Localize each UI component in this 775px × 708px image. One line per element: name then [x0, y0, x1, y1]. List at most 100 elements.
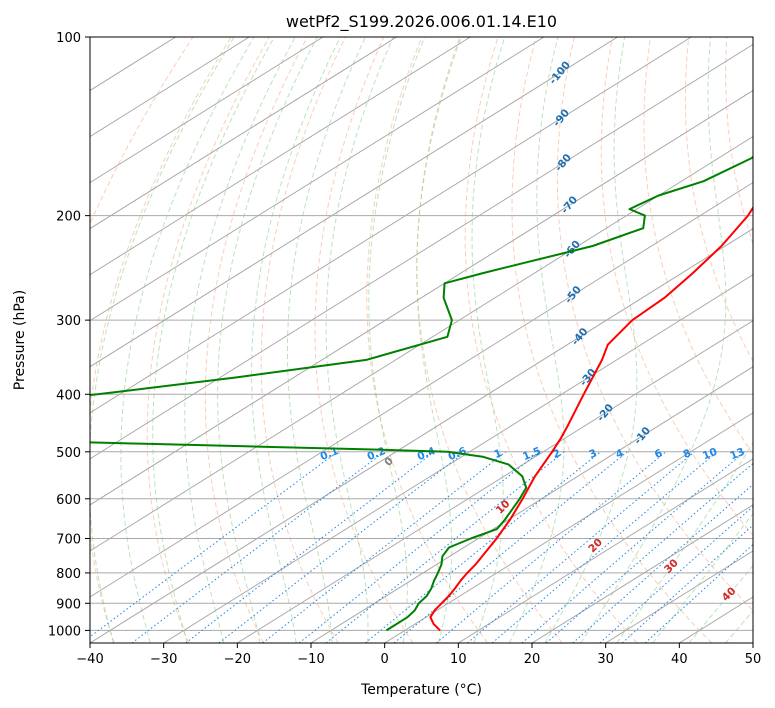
x-tick-label: −10	[297, 652, 324, 667]
moist-adiabats	[90, 37, 775, 643]
isotherm-line	[90, 43, 753, 460]
dry-adiabat-line	[90, 37, 194, 226]
x-axis-label: Temperature (°C)	[360, 682, 482, 698]
isotherms	[90, 37, 753, 643]
profile-series	[90, 155, 753, 632]
x-tick-label: 10	[450, 652, 467, 667]
moist-adiabat-label: 40	[720, 585, 739, 604]
y-tick-label: 1000	[48, 624, 81, 639]
isotherm-label: -20	[595, 402, 616, 424]
isotherm-line	[90, 228, 753, 643]
x-tick-label: 20	[524, 652, 541, 667]
dry-adiabat-line	[204, 37, 308, 643]
mixing-ratio-line	[131, 451, 385, 643]
isotherm-line	[384, 412, 753, 643]
moist-adiabat-line	[762, 37, 775, 643]
mixing-ratio-line	[622, 524, 753, 643]
mixing-ratio-line	[491, 451, 718, 643]
x-axis-ticks: −40 −30 −20 −10 0 10 20 30 40 50	[76, 643, 761, 667]
y-tick-label: 700	[56, 533, 81, 548]
isotherm-label: -90	[551, 107, 572, 129]
isotherm-line	[90, 37, 692, 414]
mixing-ratio-line	[262, 451, 507, 643]
isotherm-label: -40	[569, 326, 590, 348]
isotherm-line	[90, 37, 324, 184]
y-tick-label: 900	[56, 597, 81, 612]
dry-adiabat-line	[146, 37, 270, 643]
mixing-ratio-line	[545, 462, 753, 643]
dry-adiabat-line	[90, 37, 232, 643]
dry-adiabat-line	[416, 37, 563, 643]
mixing-ratio-lines	[90, 451, 753, 643]
isotherm-line	[237, 320, 753, 643]
y-tick-label: 300	[56, 314, 81, 329]
isotherm-line	[531, 504, 753, 643]
moist-adiabat-line	[120, 37, 255, 643]
isotherm-line	[90, 135, 753, 552]
mixing-ratio-line	[325, 451, 565, 643]
isotherm-line	[458, 458, 753, 643]
plot-area: 0.10.20.40.611.52346810131620253036-100-…	[90, 37, 775, 643]
mixing-ratio-line	[521, 451, 745, 643]
isotherm-label: -80	[553, 152, 574, 174]
mixing-ratio-label: 1.5	[521, 445, 543, 463]
moist-adiabat-line	[152, 37, 275, 643]
moist-adiabat-line	[652, 512, 753, 643]
mixing-ratio-label: 8	[682, 447, 693, 461]
x-tick-label: 40	[671, 652, 688, 667]
dewpoint-profile-line	[90, 155, 753, 632]
mixing-ratio-line	[467, 451, 695, 643]
moist-adiabat-line	[616, 441, 753, 643]
dry-adiabat-line	[366, 37, 489, 643]
isotherm-label: -10	[632, 425, 653, 447]
mixing-ratio-label: 3	[587, 447, 598, 461]
moist-adiabat-line	[287, 37, 366, 643]
temperature-profile-line	[429, 205, 753, 632]
isotherm-line	[90, 37, 250, 138]
mixing-ratio-line	[436, 451, 667, 643]
isotherm-line	[752, 642, 753, 643]
isotherm-line	[605, 550, 753, 643]
moist-adiabat-line	[416, 37, 462, 643]
moist-adiabat-line	[184, 37, 296, 643]
x-tick-label: −40	[76, 652, 103, 667]
mixing-ratio-label: 2	[551, 447, 562, 461]
moist-adiabat-label: 20	[586, 536, 605, 555]
isotherm-line	[163, 274, 753, 643]
x-tick-label: 50	[745, 652, 762, 667]
mixing-ratio-line	[393, 451, 628, 643]
isotherm-line	[90, 37, 618, 368]
mixing-ratio-label: 1	[492, 447, 503, 461]
y-axis-ticks: 100 200 300 400 500 600 700 800 900 1000	[48, 31, 90, 639]
moist-adiabat-line	[251, 37, 341, 643]
mixing-ratio-line	[599, 505, 753, 643]
isotherm-line	[90, 37, 471, 276]
mixing-ratio-label: 10	[701, 446, 719, 463]
mixing-ratio-line	[185, 451, 435, 643]
x-tick-label: −20	[224, 652, 251, 667]
mixing-ratio-label: 0.4	[416, 445, 438, 463]
y-tick-label: 400	[56, 388, 81, 403]
dry-adiabat-line	[765, 37, 775, 643]
moist-adiabat-line	[544, 37, 638, 643]
mixing-ratio-line	[298, 451, 540, 643]
mixing-ratio-label: 6	[653, 447, 664, 461]
moist-adiabat-line	[368, 37, 426, 643]
plot-frame	[89, 36, 754, 644]
isotherm-line	[310, 366, 753, 643]
moist-adiabat-line	[325, 37, 394, 643]
isotherm-label: -50	[563, 284, 584, 306]
isotherm-line	[90, 37, 397, 230]
moist-adiabat-line	[508, 37, 565, 643]
x-tick-label: 30	[597, 652, 614, 667]
moist-adiabat-line	[580, 37, 727, 643]
moist-adiabat-line	[471, 37, 506, 643]
mixing-ratio-label: 16	[751, 446, 769, 463]
x-tick-label: 0	[381, 652, 389, 667]
y-tick-label: 100	[56, 31, 81, 46]
dry-adiabat-line	[643, 37, 753, 455]
chart-title: wetPf2_S199.2026.006.01.14.E10	[286, 12, 557, 32]
y-tick-label: 200	[56, 210, 81, 225]
isotherm-line	[90, 89, 753, 506]
